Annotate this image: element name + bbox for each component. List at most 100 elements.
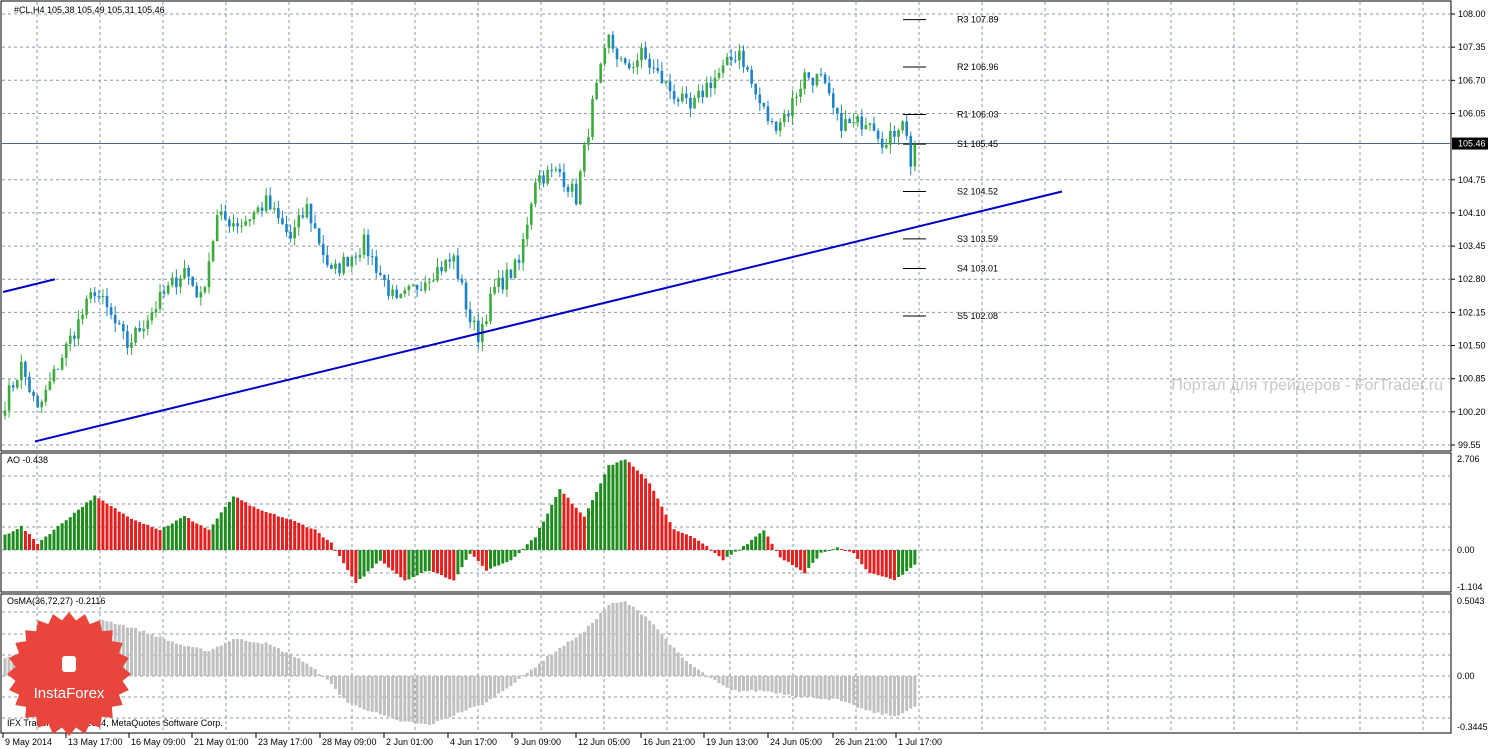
candle-body bbox=[872, 123, 876, 131]
candle-body bbox=[521, 239, 525, 263]
osma-bar bbox=[888, 676, 892, 716]
osma-bar bbox=[803, 676, 807, 697]
ao-bar bbox=[839, 548, 843, 550]
ao-bar bbox=[109, 505, 113, 550]
osma-bar bbox=[309, 666, 313, 676]
candle-body bbox=[126, 331, 129, 348]
candle-body bbox=[330, 265, 333, 269]
osma-bar bbox=[484, 676, 488, 703]
ao-bar bbox=[815, 550, 819, 559]
ao-bar bbox=[537, 527, 541, 550]
osma-bar bbox=[150, 634, 154, 676]
ao-bar bbox=[117, 511, 121, 550]
ao-bar bbox=[440, 550, 444, 575]
candle-body bbox=[130, 342, 133, 348]
candle-body bbox=[493, 286, 496, 294]
ao-bar bbox=[758, 533, 762, 550]
ao-bar bbox=[325, 539, 329, 550]
ao-bar bbox=[11, 531, 15, 550]
ao-bar bbox=[370, 550, 374, 569]
osma-bar bbox=[407, 676, 411, 722]
candle-body bbox=[591, 98, 594, 138]
osma-bar bbox=[868, 676, 872, 711]
candle-body bbox=[913, 144, 917, 167]
watermark: Портал для трейдеров - ForTrader.ru bbox=[1171, 377, 1443, 394]
candle-body bbox=[636, 60, 639, 68]
candle-body bbox=[815, 74, 819, 86]
ao-bar bbox=[358, 550, 362, 580]
ao-bar bbox=[574, 507, 578, 550]
osma-bar bbox=[362, 676, 366, 710]
ao-bar bbox=[27, 534, 31, 550]
candle-body bbox=[599, 63, 602, 83]
osma-title: OsMA(36,72,27) -0.2116 bbox=[7, 596, 105, 606]
candle-body bbox=[856, 116, 860, 123]
osma-bar bbox=[595, 619, 599, 676]
candle-body bbox=[729, 57, 733, 61]
osma-bar bbox=[435, 676, 439, 721]
candle-body bbox=[709, 82, 713, 89]
candle-body bbox=[901, 121, 904, 131]
ao-bar bbox=[529, 540, 533, 550]
candle-body bbox=[228, 219, 231, 227]
osma-bar bbox=[240, 639, 244, 676]
candle-body bbox=[509, 269, 513, 278]
candle-body bbox=[285, 224, 288, 233]
candle-body bbox=[505, 269, 509, 290]
candle-body bbox=[432, 280, 435, 282]
candle-body bbox=[897, 130, 900, 137]
candle-body bbox=[905, 121, 908, 136]
candle-body bbox=[534, 182, 537, 204]
trend-lines[interactable] bbox=[2, 190, 1063, 443]
time-axis-label: 2 Jun 01:00 bbox=[386, 737, 433, 747]
osma-bar bbox=[623, 601, 627, 676]
candle-body bbox=[787, 113, 790, 117]
osma-bar bbox=[811, 676, 815, 697]
osma-bar bbox=[252, 642, 256, 676]
candle-body bbox=[778, 122, 782, 131]
candle-body bbox=[525, 224, 529, 240]
osma-bar bbox=[664, 638, 668, 676]
ao-bar bbox=[578, 512, 582, 550]
ao-bar bbox=[586, 508, 590, 550]
candle-body bbox=[423, 282, 427, 291]
osma-bar bbox=[423, 676, 427, 725]
candle-body bbox=[211, 241, 215, 262]
osma-bar bbox=[333, 676, 337, 690]
candle-body bbox=[680, 93, 684, 102]
ao-bar bbox=[240, 500, 244, 550]
candle-body bbox=[207, 261, 211, 288]
osma-bar bbox=[725, 676, 729, 688]
candle-body bbox=[281, 218, 284, 225]
ao-bar bbox=[166, 525, 170, 550]
candle-body bbox=[550, 169, 554, 171]
ao-bar bbox=[533, 537, 537, 550]
candle-body bbox=[199, 292, 203, 298]
time-axis-label: 23 May 17:00 bbox=[258, 737, 313, 747]
osma-bar bbox=[864, 676, 868, 711]
osma-bar bbox=[782, 676, 786, 695]
ao-bar bbox=[913, 550, 917, 565]
ao-bar bbox=[301, 524, 305, 550]
osma-bar bbox=[701, 672, 705, 676]
ao-bar bbox=[872, 550, 876, 574]
osma-axis-label: 0.00 bbox=[1457, 671, 1475, 681]
symbol-header: #CL,H4 105.38 105.49 105.31 105.46 bbox=[14, 5, 165, 15]
ao-bar bbox=[623, 459, 627, 550]
osma-bar bbox=[293, 657, 297, 676]
candle-body bbox=[542, 175, 545, 184]
osma-bar bbox=[285, 652, 289, 676]
candle-body bbox=[260, 207, 264, 211]
candle-body bbox=[754, 83, 758, 95]
candle-body bbox=[93, 292, 97, 297]
ao-bar bbox=[407, 550, 411, 580]
candle-body bbox=[289, 232, 292, 239]
candle-body bbox=[248, 219, 252, 222]
ao-bar bbox=[558, 489, 562, 550]
price-axis-label: 102.80 bbox=[1458, 274, 1486, 284]
ao-bar bbox=[729, 550, 733, 555]
candle-body bbox=[664, 81, 668, 84]
candle-body bbox=[693, 97, 696, 109]
